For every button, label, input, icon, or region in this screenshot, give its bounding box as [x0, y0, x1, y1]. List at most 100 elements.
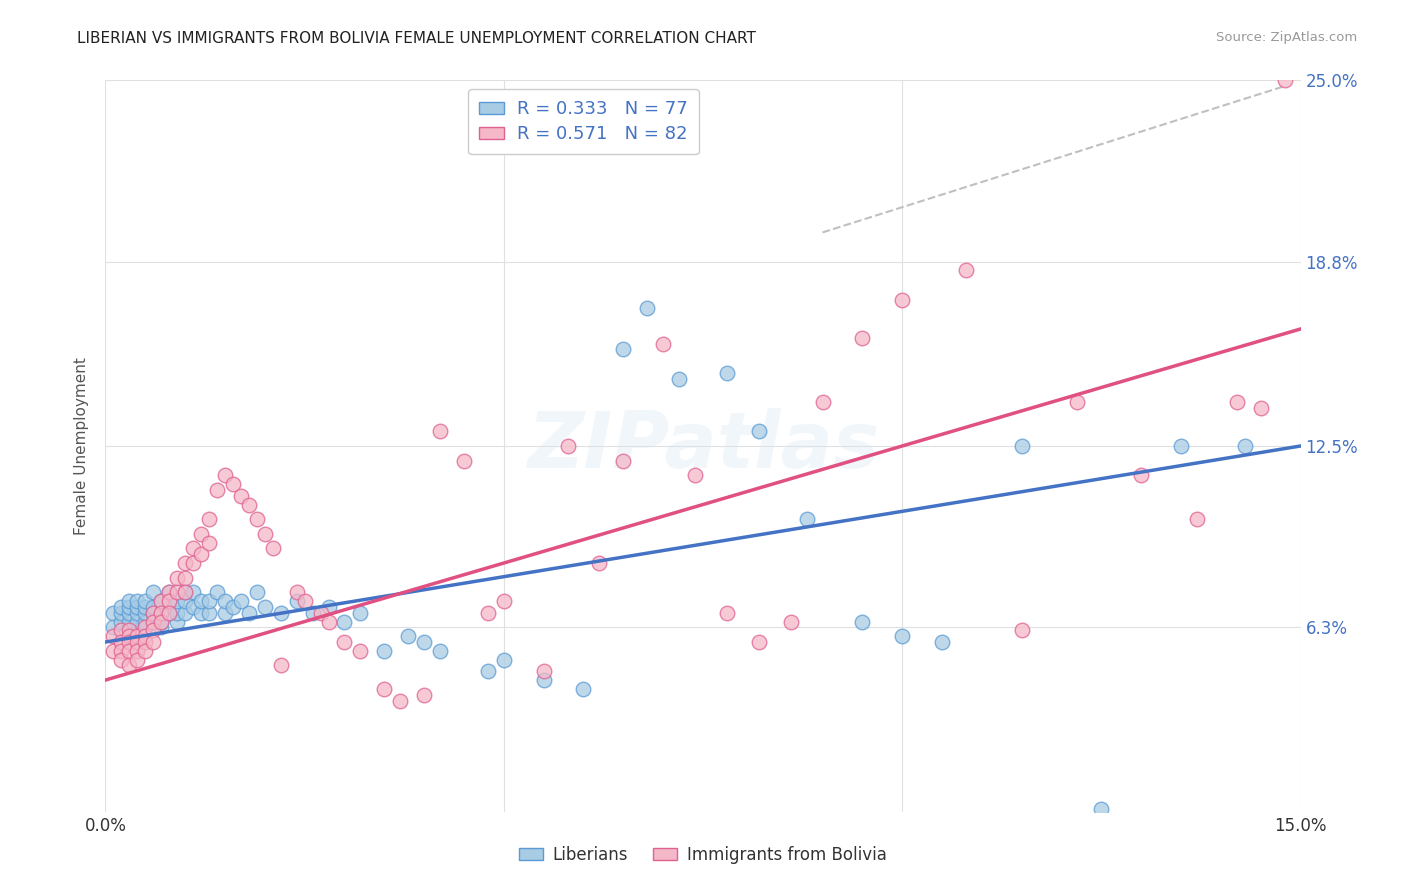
Point — [127, 629, 149, 643]
Point — [157, 594, 180, 608]
Point — [429, 425, 451, 439]
Point — [796, 512, 818, 526]
Point — [157, 606, 180, 620]
Point — [253, 526, 276, 541]
Point — [103, 629, 125, 643]
Point — [1011, 624, 1033, 638]
Point — [127, 615, 149, 629]
Point — [779, 615, 801, 629]
Point — [103, 606, 125, 620]
Point — [134, 615, 156, 629]
Point — [142, 585, 165, 599]
Point — [222, 477, 245, 491]
Point — [429, 644, 451, 658]
Point — [174, 606, 197, 620]
Point — [118, 624, 141, 638]
Text: ZIPatlas: ZIPatlas — [527, 408, 879, 484]
Point — [301, 606, 323, 620]
Point — [214, 606, 236, 620]
Point — [931, 635, 953, 649]
Point — [955, 263, 977, 277]
Point — [214, 594, 236, 608]
Point — [198, 594, 221, 608]
Point — [134, 606, 156, 620]
Point — [572, 681, 595, 696]
Point — [453, 453, 475, 467]
Point — [318, 599, 340, 614]
Point — [127, 599, 149, 614]
Text: Source: ZipAtlas.com: Source: ZipAtlas.com — [1216, 31, 1357, 45]
Point — [142, 615, 165, 629]
Point — [1185, 512, 1208, 526]
Point — [134, 629, 156, 643]
Point — [103, 620, 125, 634]
Point — [127, 606, 149, 620]
Point — [157, 606, 180, 620]
Point — [190, 606, 212, 620]
Point — [1011, 439, 1033, 453]
Point — [1250, 401, 1272, 415]
Point — [294, 594, 316, 608]
Point — [1090, 802, 1112, 816]
Point — [683, 468, 706, 483]
Point — [150, 615, 173, 629]
Point — [118, 658, 141, 673]
Point — [110, 615, 132, 629]
Point — [190, 526, 212, 541]
Point — [118, 606, 141, 620]
Point — [118, 635, 141, 649]
Point — [851, 331, 873, 345]
Point — [413, 635, 436, 649]
Point — [612, 453, 634, 467]
Point — [333, 635, 356, 649]
Point — [246, 512, 269, 526]
Point — [166, 615, 188, 629]
Point — [127, 635, 149, 649]
Point — [118, 599, 141, 614]
Point — [150, 594, 173, 608]
Point — [333, 615, 356, 629]
Point — [557, 439, 579, 453]
Point — [413, 688, 436, 702]
Point — [190, 547, 212, 561]
Point — [134, 594, 156, 608]
Point — [492, 652, 515, 666]
Point — [166, 571, 188, 585]
Point — [174, 585, 197, 599]
Point — [636, 301, 658, 316]
Point — [157, 585, 180, 599]
Point — [174, 594, 197, 608]
Point — [110, 652, 132, 666]
Point — [373, 681, 395, 696]
Point — [118, 644, 141, 658]
Point — [811, 395, 834, 409]
Point — [229, 489, 252, 503]
Point — [166, 585, 188, 599]
Point — [238, 498, 260, 512]
Point — [150, 615, 173, 629]
Point — [198, 512, 221, 526]
Point — [127, 644, 149, 658]
Point — [118, 615, 141, 629]
Point — [652, 336, 675, 351]
Point — [118, 629, 141, 643]
Point — [891, 629, 914, 643]
Point — [477, 665, 499, 679]
Point — [150, 606, 173, 620]
Point — [1233, 439, 1256, 453]
Point — [318, 615, 340, 629]
Point — [238, 606, 260, 620]
Point — [389, 693, 412, 707]
Point — [891, 293, 914, 307]
Point — [127, 594, 149, 608]
Point — [142, 606, 165, 620]
Point — [1170, 439, 1192, 453]
Point — [270, 658, 292, 673]
Point — [285, 594, 308, 608]
Point — [285, 585, 308, 599]
Legend: R = 0.333   N = 77, R = 0.571   N = 82: R = 0.333 N = 77, R = 0.571 N = 82 — [468, 89, 699, 154]
Point — [1226, 395, 1249, 409]
Y-axis label: Female Unemployment: Female Unemployment — [75, 357, 90, 535]
Point — [214, 468, 236, 483]
Point — [134, 599, 156, 614]
